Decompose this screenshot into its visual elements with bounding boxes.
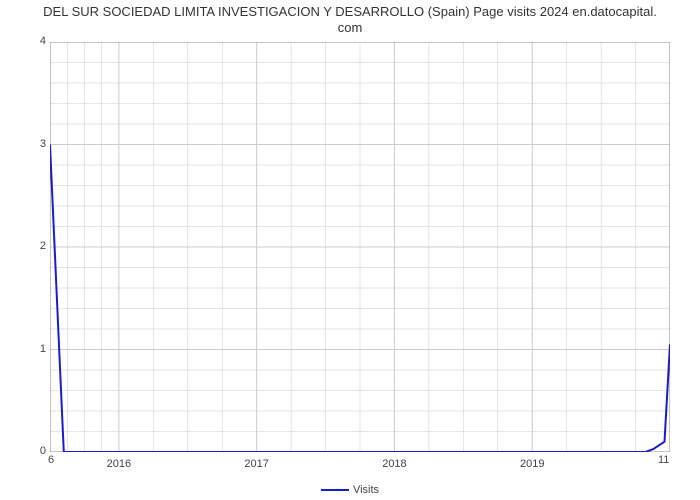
x-tick-label: 2017 — [244, 458, 268, 470]
chart-title-line1: DEL SUR SOCIEDAD LIMITA INVESTIGACION Y … — [43, 4, 657, 19]
y-tick-label: 4 — [22, 35, 46, 47]
legend-line — [321, 489, 349, 491]
y-tick-label: 0 — [22, 445, 46, 457]
chart-area — [50, 42, 670, 452]
x-tick-label: 2019 — [520, 458, 544, 470]
chart-container: DEL SUR SOCIEDAD LIMITA INVESTIGACION Y … — [0, 0, 700, 500]
y-tick-label: 1 — [22, 343, 46, 355]
plot-svg — [50, 42, 670, 452]
corner-left-label: 6 — [48, 454, 54, 466]
x-tick-label: 2016 — [107, 458, 131, 470]
legend-label: Visits — [353, 484, 379, 496]
corner-right-label: 11 — [658, 454, 669, 466]
y-tick-label: 2 — [22, 240, 46, 252]
legend: Visits — [0, 484, 700, 496]
x-tick-label: 2018 — [382, 458, 406, 470]
y-tick-label: 3 — [22, 138, 46, 150]
chart-title-line2: com — [338, 20, 363, 35]
chart-title: DEL SUR SOCIEDAD LIMITA INVESTIGACION Y … — [0, 4, 700, 37]
